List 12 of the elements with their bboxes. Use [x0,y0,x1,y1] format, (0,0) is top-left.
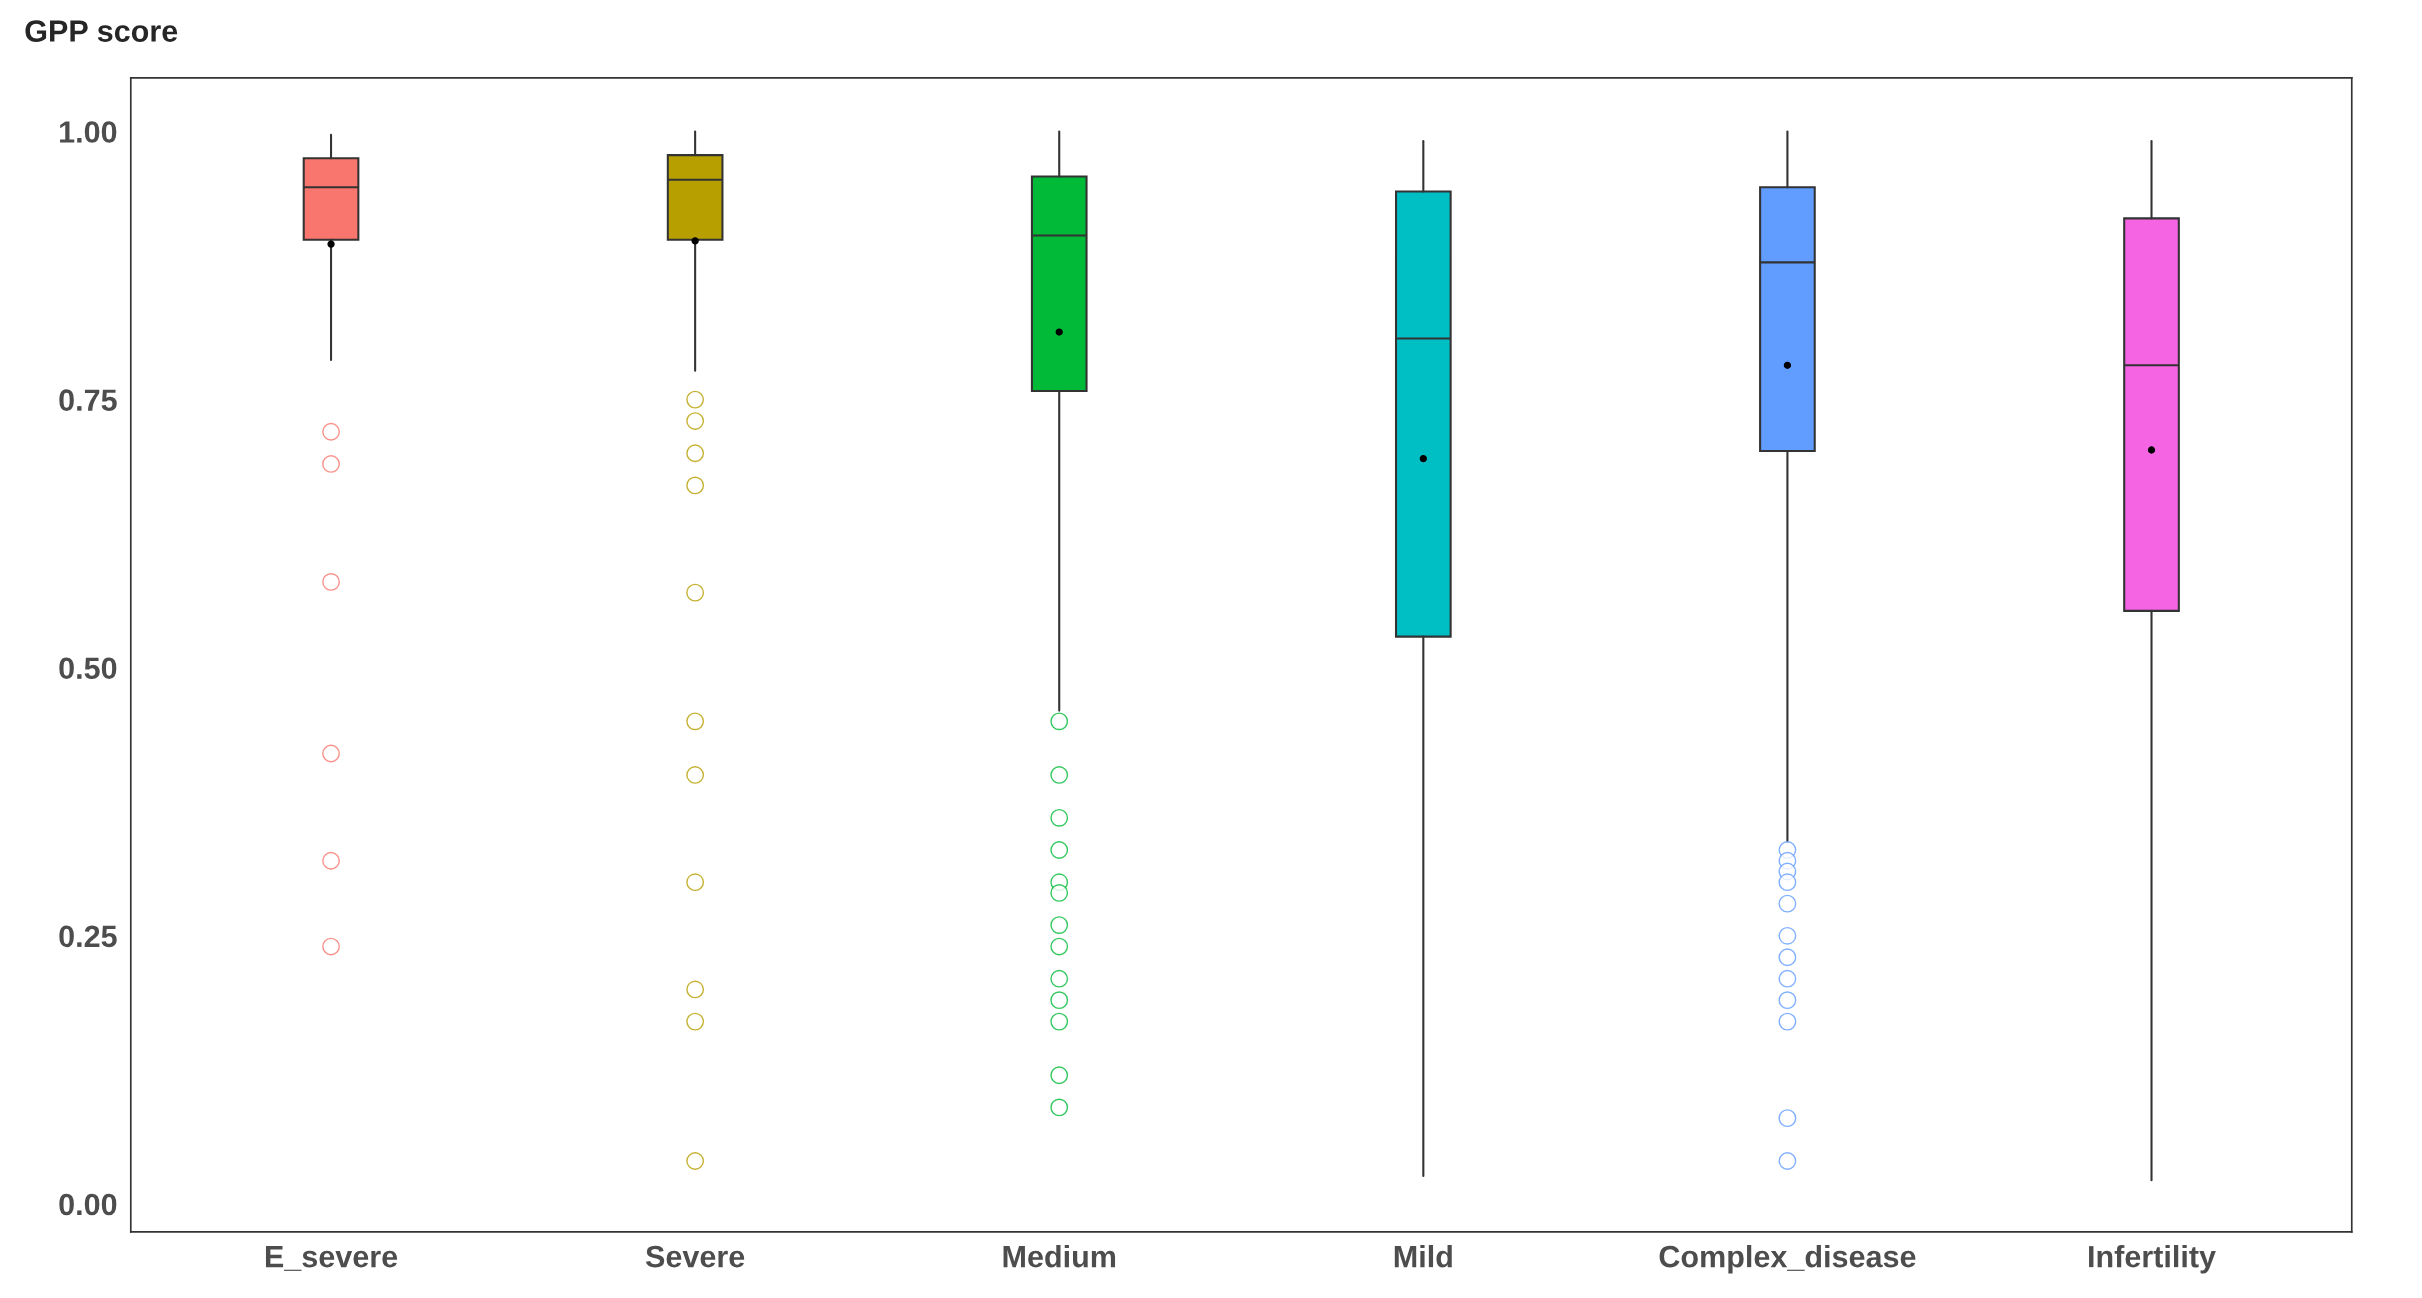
x-tick-label: Severe [645,1245,745,1268]
y-tick-label: 0.25 [59,925,117,948]
x-tick-label: Infertility [2089,1245,2216,1274]
y-tick-label: 0.00 [59,1193,117,1216]
x-tick-label: Complex_disease [1659,1245,1916,1274]
y-axis-title: GPP score [25,20,178,42]
x-tick-label: Medium [1003,1245,1116,1268]
y-tick-label: 1.00 [60,121,117,143]
y-tick-label: 0.75 [59,389,117,411]
x-tick-label: E_severe [265,1246,398,1271]
x-tick-label: Mild [1394,1245,1452,1268]
y-tick-label: 0.50 [59,657,117,680]
